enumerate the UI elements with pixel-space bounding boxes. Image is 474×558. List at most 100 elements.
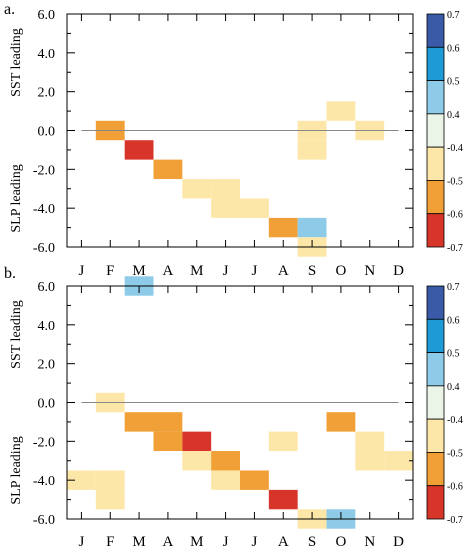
y-tick-label: -4.0 [33,474,55,489]
x-tick-label: F [106,263,114,279]
x-tick-label: S [308,534,316,550]
colorbar-b: 0.7 0.6 0.5 0.4 -0.4 -0.5 -0.6 -0.7 [426,282,463,526]
colorbar-swatch [426,318,445,353]
colorbar-swatch [426,452,445,487]
x-tick-label: M [190,263,203,279]
colorbar-label: 0.6 [447,43,460,54]
x-tick-label: F [106,534,114,550]
x-tick-label: A [278,534,289,550]
panel-label: a. [4,1,15,18]
heatmap-cell [153,412,183,432]
colorbar-swatch [426,180,445,215]
x-tick-label: O [335,534,346,550]
colorbar-label: -0.4 [447,415,463,426]
colorbar-label: 0.4 [447,382,460,393]
heatmap-cell [326,412,356,432]
x-tick-label: J [251,263,257,279]
y-tick-label: 0.0 [38,397,56,412]
heatmap-cell [95,489,125,510]
colorbar-swatch [426,13,445,48]
heatmap-cell [182,451,212,471]
heatmap-cell [355,431,385,452]
heatmap-cell [297,217,327,238]
y-tick-label: -2.0 [33,435,55,450]
heatmap-cell [95,470,125,490]
heatmap-cell [182,179,212,199]
colorbar-label: 0.5 [447,349,460,360]
colorbar-swatch [426,213,445,248]
x-tick-label: M [190,534,203,550]
heatmap-cell [240,470,269,490]
panel-b: 6.0 4.0 2.0 0.0 -2.0 -4.0 -6.0 J F M A M J J A S O N D SST … [4,265,414,550]
heatmap-cell [384,451,413,471]
heatmap-cell [153,159,183,180]
colorbar-label: 0.4 [447,110,460,121]
colorbar-label: -0.6 [447,482,463,493]
ylabel-sst-leading: SST leading [9,300,24,369]
colorbar-label: 0.5 [447,77,460,88]
heatmap-cell [268,489,298,510]
heatmap-cell [124,412,154,432]
colorbar-label: -0.5 [447,448,463,459]
x-tick-label: A [162,534,173,550]
heatmap-cell [268,431,298,452]
heatmap-cell [182,431,212,452]
y-tick-label: 4.0 [38,319,56,334]
y-tick-label: 0.0 [38,125,56,140]
y-tick-label: 2.0 [38,86,56,101]
y-tick-label: 4.0 [38,47,56,62]
x-tick-label: M [132,534,145,550]
ylabel-slp-leading: SLP leading [9,436,24,504]
x-tick-label: J [223,263,229,279]
colorbar-swatch [426,418,445,453]
colorbar-label: -0.7 [447,515,463,526]
x-tick-label: J [78,534,84,550]
colorbar-swatch [426,285,445,320]
y-tick-label: -6.0 [33,513,55,528]
y-tick-label: 2.0 [38,358,56,373]
heatmap-cell [297,140,327,160]
x-tick-label: J [223,534,229,550]
colorbar-swatch [426,352,445,387]
panel-label: b. [4,265,16,282]
colorbar-swatch [426,146,445,181]
colorbar-label: 0.6 [447,315,460,326]
colorbar-label: 0.7 [447,282,460,293]
x-tick-label: N [364,263,375,279]
colorbar-label: -0.7 [447,243,463,254]
colorbar-swatch [426,385,445,420]
ylabel-sst-leading: SST leading [9,28,24,97]
x-tick-label: J [251,534,257,550]
x-tick-label: M [132,263,145,279]
x-tick-label: N [364,534,375,550]
x-tick-label: D [393,534,404,550]
x-tick-label: D [393,263,404,279]
colorbar-swatch [426,485,445,520]
x-tick-label: S [308,263,316,279]
colorbar-swatch [426,113,445,148]
y-tick-label: 6.0 [38,280,56,295]
heatmap-cell [355,451,385,471]
panel-a: 6.0 4.0 2.0 0.0 -2.0 -4.0 -6.0 J F M A M J J A S O N D SST … [4,1,414,279]
colorbar-label: -0.5 [447,176,463,187]
heatmap-cell [124,140,154,160]
colorbar-label: -0.6 [447,210,463,221]
colorbar-swatch [426,80,445,115]
heatmap-cell [211,198,240,218]
heatmap-cell [67,470,96,490]
colorbar-a: 0.7 0.6 0.5 0.4 -0.4 -0.5 -0.6 -0.7 [426,10,463,254]
y-tick-label: 6.0 [38,8,56,23]
colorbar-label: 0.7 [447,10,460,21]
heatmap-cell [211,470,240,490]
heatmap-cell [211,179,240,199]
colorbar-label: -0.4 [447,143,463,154]
x-tick-label: A [278,263,289,279]
heatmap-cell [211,451,240,471]
heatmap-cell [326,101,356,121]
x-tick-label: O [335,263,346,279]
heatmap-cell [153,431,183,452]
y-tick-label: -2.0 [33,163,55,178]
ylabel-slp-leading: SLP leading [9,164,24,232]
y-tick-label: -4.0 [33,202,55,217]
